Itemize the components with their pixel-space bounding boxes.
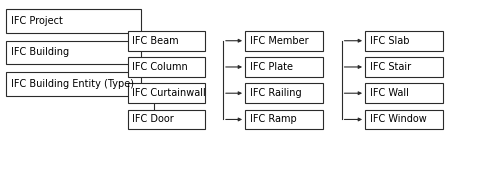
Text: IFC Door: IFC Door xyxy=(132,114,174,125)
FancyBboxPatch shape xyxy=(128,57,205,77)
Text: IFC Column: IFC Column xyxy=(132,62,188,72)
Text: IFC Ramp: IFC Ramp xyxy=(250,114,297,125)
FancyBboxPatch shape xyxy=(128,110,205,129)
Text: IFC Wall: IFC Wall xyxy=(370,88,409,98)
FancyBboxPatch shape xyxy=(6,72,141,96)
Text: IFC Project: IFC Project xyxy=(11,16,63,26)
Text: IFC Curtainwall: IFC Curtainwall xyxy=(132,88,206,98)
Text: IFC Window: IFC Window xyxy=(370,114,427,125)
Text: IFC Railing: IFC Railing xyxy=(250,88,302,98)
Text: IFC Slab: IFC Slab xyxy=(370,36,410,46)
Text: IFC Beam: IFC Beam xyxy=(132,36,179,46)
Text: IFC Stair: IFC Stair xyxy=(370,62,411,72)
FancyBboxPatch shape xyxy=(6,41,141,64)
Text: IFC Building: IFC Building xyxy=(11,47,69,58)
FancyBboxPatch shape xyxy=(245,83,322,103)
Text: IFC Plate: IFC Plate xyxy=(250,62,293,72)
FancyBboxPatch shape xyxy=(365,31,442,51)
FancyBboxPatch shape xyxy=(128,31,205,51)
FancyBboxPatch shape xyxy=(128,83,205,103)
FancyBboxPatch shape xyxy=(365,83,442,103)
FancyBboxPatch shape xyxy=(365,57,442,77)
Text: IFC Member: IFC Member xyxy=(250,36,308,46)
FancyBboxPatch shape xyxy=(245,31,322,51)
FancyBboxPatch shape xyxy=(365,110,442,129)
FancyBboxPatch shape xyxy=(245,110,322,129)
FancyBboxPatch shape xyxy=(245,57,322,77)
Text: IFC Building Entity (Type): IFC Building Entity (Type) xyxy=(11,79,134,89)
FancyBboxPatch shape xyxy=(6,9,141,33)
